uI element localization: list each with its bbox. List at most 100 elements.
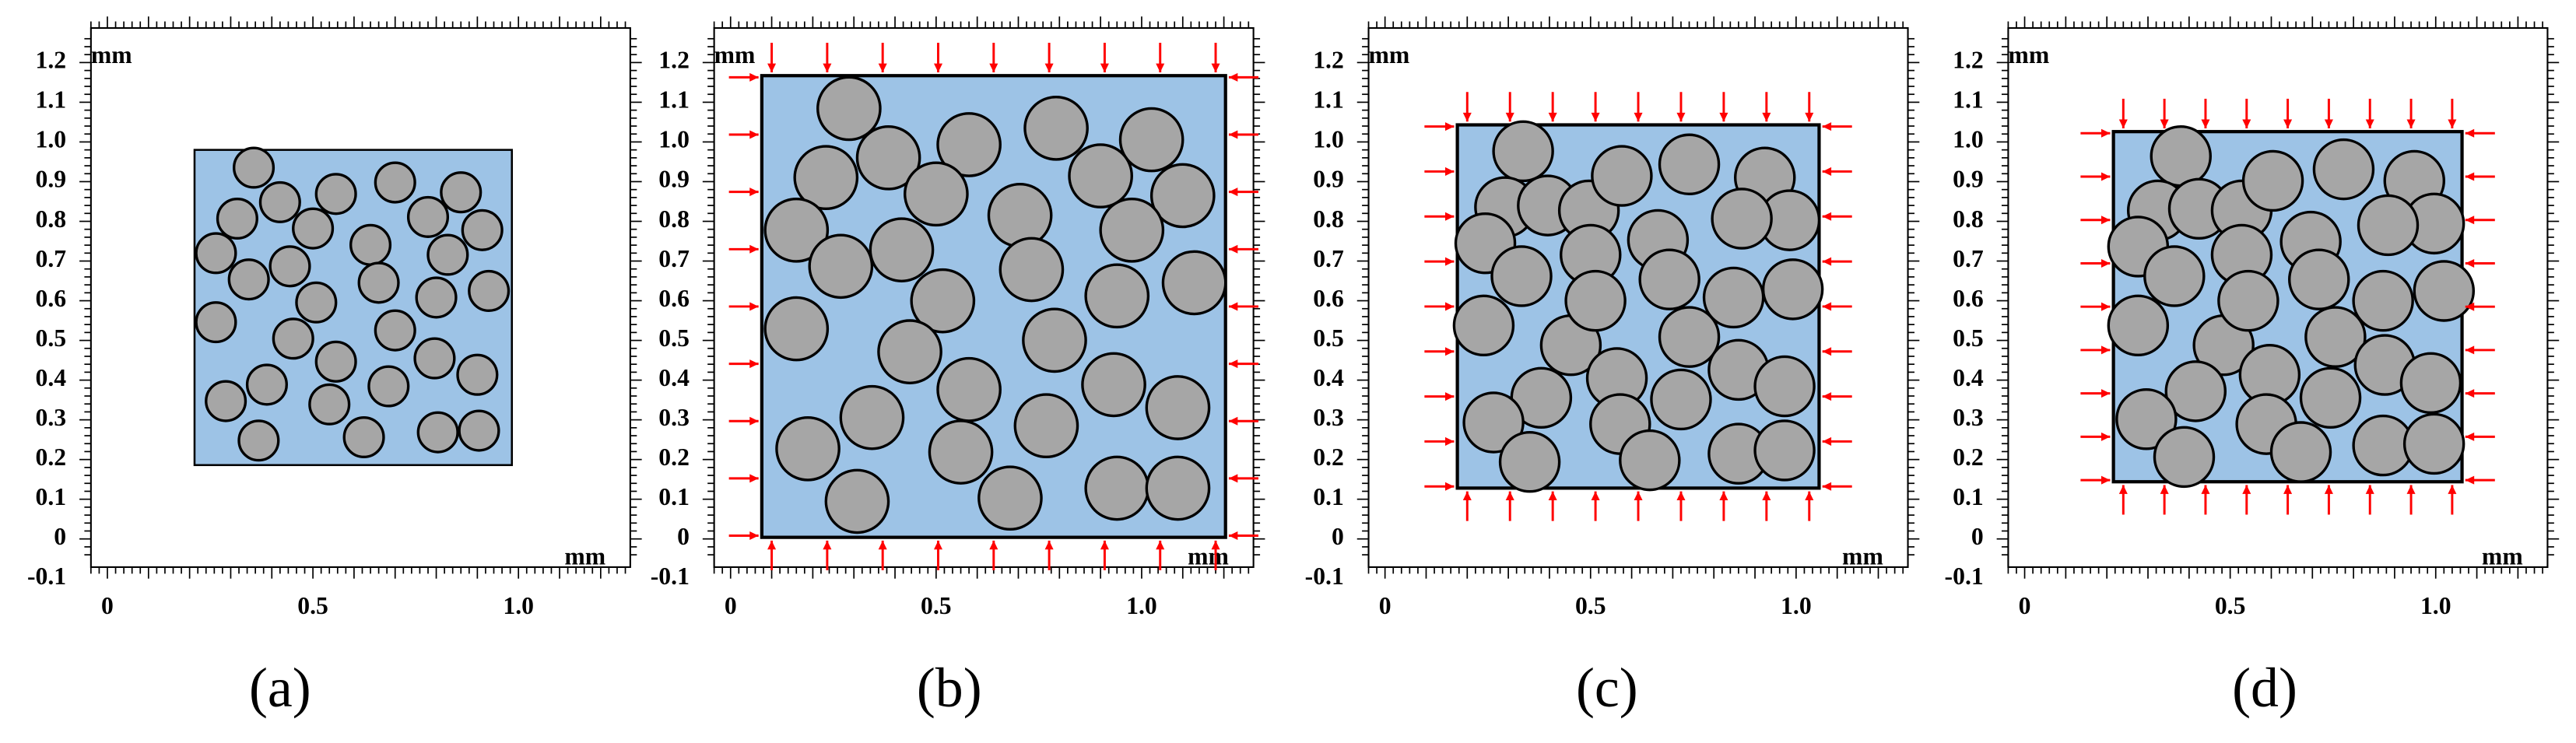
x-tick-label: 0.5 xyxy=(297,592,328,619)
panel: 1.2 1.1 1.0 0.9 0.8 0.7 0.6 0.5 0.4 0.3 0.2 0.1 0 -0.… xyxy=(651,16,1265,719)
y-tick-label: 0.8 xyxy=(36,205,67,233)
particle xyxy=(216,197,258,240)
y-tick-label: 1.0 xyxy=(36,126,67,153)
arrow-head xyxy=(2365,119,2374,128)
arrow-head xyxy=(2101,475,2111,485)
particle xyxy=(977,465,1043,531)
arrow-head xyxy=(1444,257,1455,266)
particle xyxy=(1658,133,1721,196)
particle xyxy=(415,276,458,319)
arrow-head xyxy=(1822,436,1832,446)
arrow-head xyxy=(2448,485,2457,494)
particle xyxy=(413,337,456,380)
y-tick-label: 0.9 xyxy=(1313,166,1344,193)
particle xyxy=(928,419,994,485)
y-tick-label: 0.7 xyxy=(1313,245,1344,272)
particle xyxy=(987,182,1053,248)
arrow-head xyxy=(1228,474,1238,483)
particle xyxy=(904,161,969,227)
particle xyxy=(1068,143,1133,209)
arrow-head xyxy=(2465,128,2475,138)
particle xyxy=(855,124,921,191)
arrow-head xyxy=(823,63,832,73)
x-unit: mm xyxy=(1188,543,1229,570)
particle xyxy=(1145,455,1211,521)
arrow-head xyxy=(1462,112,1472,122)
particle xyxy=(295,281,338,324)
arrow-head xyxy=(1228,130,1238,139)
y-tick-label: 0 xyxy=(1971,523,1984,550)
arrow-head xyxy=(2160,485,2169,494)
arrow-head xyxy=(2101,432,2111,441)
particle xyxy=(227,258,270,301)
particle xyxy=(406,195,450,238)
frame xyxy=(1367,26,1909,568)
x-unit: mm xyxy=(2482,543,2523,570)
y-tick-label: 0.4 xyxy=(1953,364,1984,391)
x-tick-label: 1.0 xyxy=(2420,592,2451,619)
y-tick-label: 1.2 xyxy=(36,47,67,74)
y-unit: mm xyxy=(714,41,756,68)
frame xyxy=(713,26,1255,568)
y-tick-label: 1.2 xyxy=(1953,47,1984,74)
arrow-head xyxy=(1444,392,1455,401)
particle xyxy=(824,468,890,534)
particle xyxy=(2402,412,2465,475)
y-tick-label: 1.0 xyxy=(658,126,690,153)
particle xyxy=(1081,352,1146,418)
frame xyxy=(89,26,631,568)
arrow-head xyxy=(1591,491,1600,501)
particle xyxy=(998,237,1065,303)
arrow-head xyxy=(1548,491,1557,501)
arrow-head xyxy=(1805,491,1814,501)
particle xyxy=(1711,188,1773,250)
particle xyxy=(869,217,935,282)
arrow-head xyxy=(878,540,887,550)
arrow-head xyxy=(2324,485,2333,494)
particle xyxy=(258,180,301,223)
particle xyxy=(2357,194,2420,257)
arrow-head xyxy=(1822,212,1832,221)
arrow-head xyxy=(2201,485,2210,494)
particle xyxy=(763,296,830,362)
arrow-head xyxy=(2242,119,2251,128)
particle xyxy=(2150,124,2212,188)
particle xyxy=(1118,107,1184,173)
y-tick-label: 0.3 xyxy=(36,404,67,431)
arrow-head xyxy=(989,63,998,73)
particle xyxy=(1161,250,1227,316)
y-tick-label: 0.7 xyxy=(36,245,67,272)
arrow-head xyxy=(2101,216,2111,225)
y-tick-label: -0.1 xyxy=(1945,563,1984,590)
arrow-head xyxy=(1676,112,1686,122)
arrow-head xyxy=(1719,491,1728,501)
particle xyxy=(374,309,416,352)
arrow-head xyxy=(1228,531,1238,541)
arrow-head xyxy=(2406,485,2416,494)
y-tick-label: 1.2 xyxy=(658,47,690,74)
arrow-head xyxy=(1822,347,1832,356)
arrow-head xyxy=(749,188,759,197)
particle xyxy=(342,415,385,459)
particle xyxy=(2352,269,2414,332)
y-tick-label: 0.5 xyxy=(658,324,690,352)
y-tick-label: 0.4 xyxy=(36,364,67,391)
particle xyxy=(1013,393,1079,459)
arrow-head xyxy=(1444,482,1455,491)
arrow-head xyxy=(1462,491,1472,501)
arrow-head xyxy=(878,63,887,73)
y-tick-label: 1.0 xyxy=(1313,126,1344,153)
arrow-head xyxy=(749,130,759,139)
particle xyxy=(314,340,357,383)
y-unit: mm xyxy=(1369,41,1410,68)
particle xyxy=(461,209,504,251)
arrow-head xyxy=(1444,122,1455,131)
particle xyxy=(1149,163,1216,229)
particle xyxy=(272,317,314,360)
y-tick-label: 1.1 xyxy=(658,86,690,114)
particle xyxy=(1490,245,1553,307)
frame xyxy=(2007,26,2549,568)
y-tick-label: 0.1 xyxy=(36,483,67,510)
y-tick-label: 0.5 xyxy=(36,324,67,352)
y-tick-label: 1.0 xyxy=(1953,126,1984,153)
